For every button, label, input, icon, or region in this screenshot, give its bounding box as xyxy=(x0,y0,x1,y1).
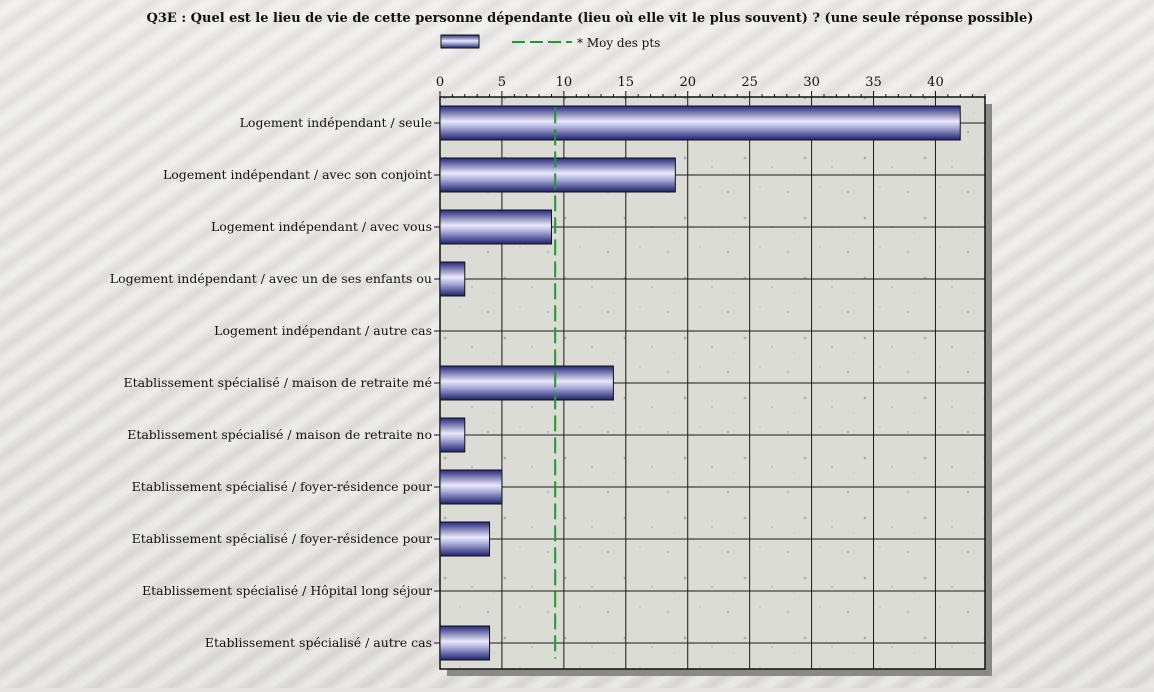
bar xyxy=(439,469,503,505)
bar xyxy=(439,261,466,297)
bar xyxy=(439,625,491,661)
bar xyxy=(439,209,552,245)
x-tick-label: 35 xyxy=(865,75,882,90)
category-label: Etablissement spécialisé / foyer-résiden… xyxy=(132,531,432,546)
category-label: Etablissement spécialisé / foyer-résiden… xyxy=(132,479,432,494)
x-tick-label: 5 xyxy=(498,75,506,90)
chart-title: Q3E : Quel est le lieu de vie de cette p… xyxy=(147,11,1034,26)
x-tick-label: 0 xyxy=(436,75,444,90)
x-axis-ticks: 0 5 10 15 20 25 30 35 40 xyxy=(436,75,986,97)
x-tick-label: 20 xyxy=(679,75,696,90)
category-label: Etablissement spécialisé / maison de ret… xyxy=(127,427,432,442)
legend: * Moy des pts xyxy=(440,34,660,50)
bar xyxy=(439,365,614,401)
bar xyxy=(439,157,676,193)
legend-average-label: * Moy des pts xyxy=(577,36,660,50)
category-label: Etablissement spécialisé / autre cas xyxy=(205,635,432,650)
category-label: Etablissement spécialisé / Hôpital long … xyxy=(142,583,432,598)
x-tick-label: 40 xyxy=(927,75,944,90)
bars xyxy=(439,105,961,661)
y-axis-labels: Logement indépendant / seule Logement ind… xyxy=(110,115,440,650)
x-tick-label: 25 xyxy=(741,75,758,90)
bar xyxy=(439,521,491,557)
x-tick-label: 10 xyxy=(556,75,573,90)
bar xyxy=(439,105,961,141)
category-label: Logement indépendant / autre cas xyxy=(214,323,432,338)
legend-bar-swatch xyxy=(440,34,480,49)
category-label: Etablissement spécialisé / maison de ret… xyxy=(124,375,432,390)
category-label: Logement indépendant / avec son conjoint xyxy=(163,167,432,182)
x-tick-label: 30 xyxy=(803,75,820,90)
x-tick-label: 15 xyxy=(618,75,635,90)
bar xyxy=(439,417,466,453)
category-label: Logement indépendant / avec un de ses en… xyxy=(110,271,432,286)
category-label: Logement indépendant / avec vous xyxy=(211,219,432,234)
category-label: Logement indépendant / seule xyxy=(240,115,432,130)
